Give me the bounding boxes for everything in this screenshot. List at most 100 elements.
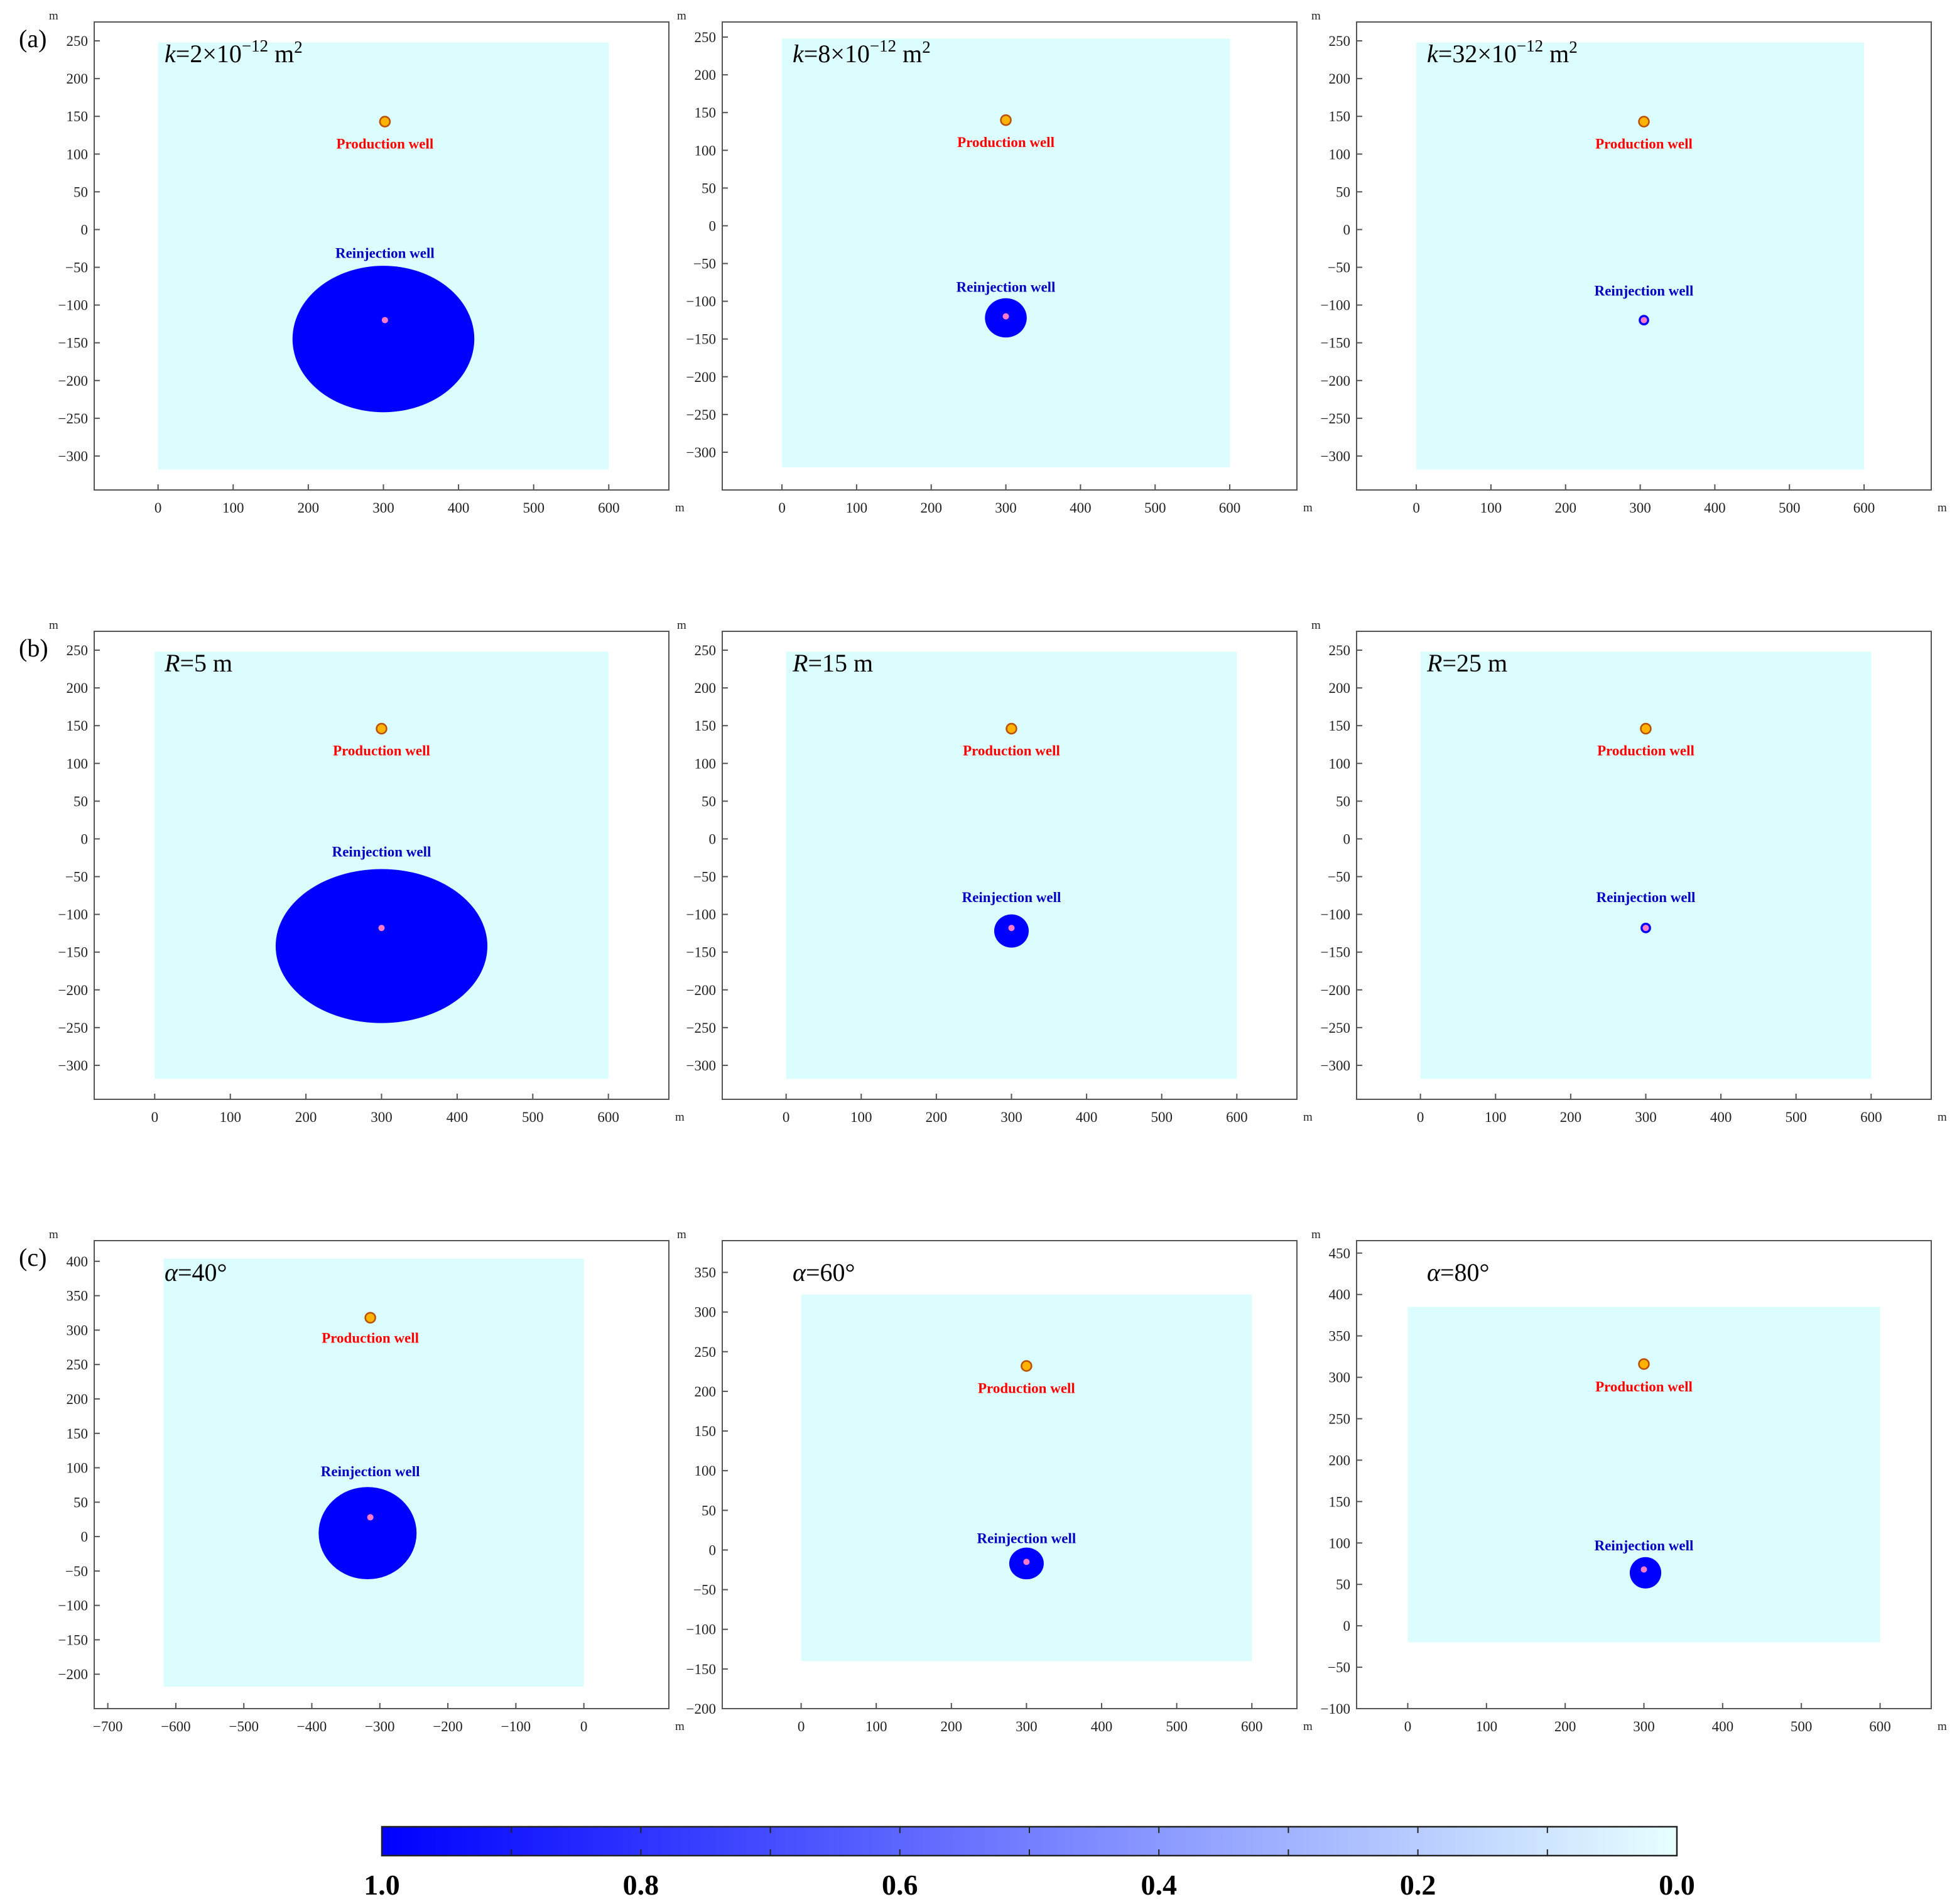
y-tick-label: −50 <box>693 256 716 272</box>
axes-frame <box>722 21 1298 491</box>
y-unit-label: m <box>49 619 58 632</box>
y-tick-label: −50 <box>693 1582 716 1598</box>
y-tick-label: 50 <box>73 793 88 809</box>
annotation-value: =32×10 <box>1438 40 1517 68</box>
model-domain <box>782 38 1230 467</box>
annotation-value: =15 m <box>808 649 873 677</box>
x-tick-label: 600 <box>1226 1109 1248 1125</box>
x-tick-label: 200 <box>926 1109 948 1125</box>
y-tick-label: 50 <box>702 793 716 809</box>
y-tick-label: −50 <box>1328 260 1350 276</box>
annotation-variable: k <box>165 40 176 68</box>
x-tick-label: 600 <box>1219 500 1241 516</box>
axes-frame <box>94 1240 670 1709</box>
model-domain <box>786 651 1237 1079</box>
y-tick-label: 450 <box>1329 1246 1351 1261</box>
y-tick-label: 0 <box>1343 831 1351 847</box>
y-tick-label: −300 <box>686 445 716 460</box>
reinjection-well-label: Reinjection well <box>1595 1538 1694 1553</box>
y-tick-label: −100 <box>1321 298 1350 313</box>
y-tick-label: 250 <box>67 33 89 49</box>
x-tick-label: 0 <box>798 1719 805 1734</box>
reinjection-well-marker <box>1002 313 1009 320</box>
y-tick-label: −100 <box>686 907 716 923</box>
x-tick-label: 400 <box>1070 500 1092 516</box>
y-tick-label: 200 <box>67 680 89 696</box>
y-tick-label: 0 <box>709 831 717 847</box>
x-tick-label: 200 <box>1554 1719 1576 1734</box>
y-tick-label: −150 <box>686 332 716 347</box>
x-tick-label: 600 <box>598 500 620 516</box>
x-tick-label: 500 <box>1779 500 1801 516</box>
colorbar-tick-label: 0.6 <box>882 1869 918 1901</box>
x-tick-label: 0 <box>778 500 786 516</box>
annotation-exponent: −12 <box>1517 36 1543 55</box>
axes-frame <box>1356 631 1932 1100</box>
x-tick-label: 600 <box>1869 1719 1891 1734</box>
annotation-variable: k <box>1427 40 1439 68</box>
x-tick-label: 200 <box>295 1109 317 1125</box>
y-tick-label: −200 <box>686 1701 716 1717</box>
annotation-exponent: −12 <box>242 36 268 55</box>
y-tick-label: 50 <box>1336 1577 1350 1592</box>
axes-frame <box>1356 21 1932 491</box>
chart-panel-4: 0 100 200 300 400 500 600250200150100500−50−10… <box>19 619 685 1125</box>
chart-panel-1: 0 100 200 300 400 500 600250200150100500−50−10… <box>19 9 685 516</box>
axes-frame <box>722 631 1298 1100</box>
production-well-label: Production well <box>333 743 430 759</box>
y-tick-label: 100 <box>1329 146 1351 162</box>
y-tick-label: −150 <box>1321 945 1350 960</box>
reinjection-well-label: Reinjection well <box>335 245 435 261</box>
x-tick-label: 500 <box>1166 1719 1188 1734</box>
production-well-label: Production well <box>1595 1379 1693 1395</box>
y-tick-label: 0 <box>81 1529 89 1545</box>
x-unit-label: m <box>1938 1111 1947 1124</box>
x-tick-label: −200 <box>433 1719 462 1734</box>
colorbar-tick-label: 0.8 <box>623 1869 659 1901</box>
y-tick-label: −300 <box>58 1058 88 1074</box>
annotation-variable: R <box>792 649 808 677</box>
y-tick-label: 200 <box>1329 1452 1351 1468</box>
y-tick-label: 100 <box>695 756 717 771</box>
y-tick-label: −250 <box>58 1020 88 1036</box>
y-tick-label: 150 <box>1329 718 1351 734</box>
annotation-unit-exponent: 2 <box>294 38 303 57</box>
x-tick-label: 200 <box>941 1719 963 1734</box>
y-tick-label: 350 <box>67 1288 89 1304</box>
x-tick-label: 300 <box>1629 500 1651 516</box>
y-tick-label: 250 <box>67 1357 89 1373</box>
x-tick-label: 500 <box>523 500 545 516</box>
y-tick-label: 100 <box>67 756 89 771</box>
production-well-marker <box>1640 722 1652 735</box>
y-tick-label: 50 <box>1336 184 1350 200</box>
x-tick-label: 100 <box>846 500 868 516</box>
x-tick-label: −500 <box>229 1719 258 1734</box>
y-tick-label: 150 <box>695 105 717 121</box>
production-well-label: Production well <box>1597 743 1694 759</box>
annotation-unit-exponent: 2 <box>922 38 931 57</box>
axes-frame <box>94 21 670 491</box>
annotation-variable: R <box>1426 649 1442 677</box>
y-tick-label: 150 <box>695 1423 717 1439</box>
x-tick-label: 100 <box>1485 1109 1507 1125</box>
reinjection-well-label: Reinjection well <box>321 1464 420 1479</box>
x-tick-label: 500 <box>1785 1109 1807 1125</box>
x-tick-label: −700 <box>93 1719 122 1734</box>
y-tick-label: −100 <box>686 294 716 310</box>
annotation-value: =5 m <box>180 649 232 677</box>
y-tick-label: −250 <box>1321 1020 1350 1036</box>
y-tick-label: −100 <box>1321 1701 1350 1717</box>
panel-annotation: R=5 m <box>164 649 232 677</box>
y-tick-label: 0 <box>1343 1618 1351 1634</box>
y-tick-label: −200 <box>1321 373 1350 389</box>
panel-annotation: k=8×10−12 m2 <box>793 36 931 68</box>
y-unit-label: m <box>677 9 686 23</box>
x-tick-label: 0 <box>1412 500 1420 516</box>
y-tick-label: −100 <box>58 298 88 313</box>
cold-plume <box>1629 1557 1662 1589</box>
x-unit-label: m <box>675 1111 685 1124</box>
y-tick-label: −50 <box>65 869 88 885</box>
chart-panel-7: −700 −600 −500 −400 −300 −200 −100 040035030025… <box>19 1228 685 1734</box>
annotation-unit: m <box>896 40 922 68</box>
